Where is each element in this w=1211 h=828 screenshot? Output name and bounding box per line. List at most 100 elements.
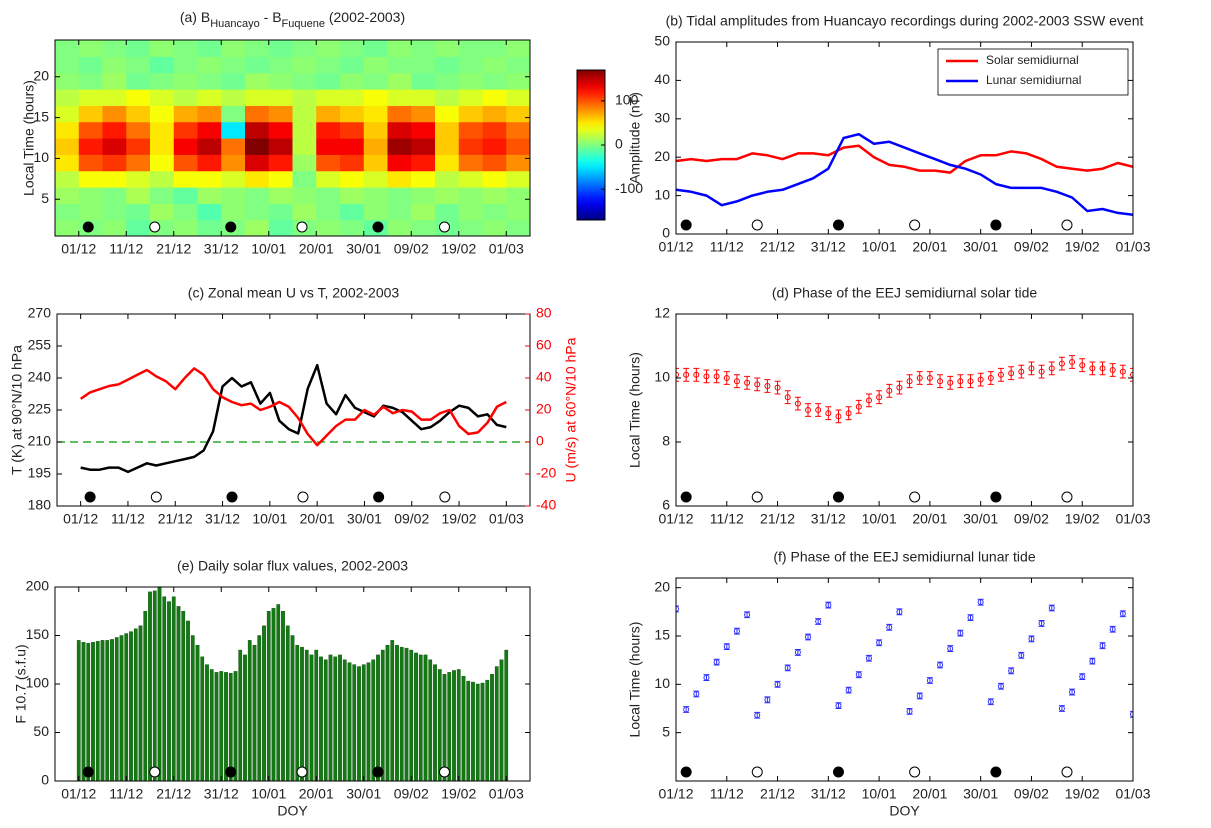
data-point bbox=[937, 378, 944, 385]
x-tick-label: 19/02 bbox=[441, 786, 476, 802]
x-tick-label: 09/02 bbox=[394, 786, 429, 802]
y-tick-label: 6 bbox=[662, 497, 670, 513]
heatmap-cell bbox=[387, 72, 412, 90]
heatmap-cell bbox=[126, 105, 151, 123]
heatmap-cell bbox=[245, 154, 270, 172]
legend-label: Solar semidiurnal bbox=[986, 53, 1079, 67]
plot-area bbox=[57, 363, 530, 503]
heatmap-cell bbox=[411, 121, 436, 139]
bar bbox=[110, 639, 114, 781]
chart-title: (d) Phase of the EEJ semidiurnal solar t… bbox=[772, 285, 1038, 301]
data-point bbox=[987, 375, 994, 381]
full-moon-marker bbox=[149, 221, 161, 233]
heatmap-cell bbox=[268, 203, 294, 221]
data-point bbox=[937, 662, 944, 668]
data-point bbox=[947, 379, 954, 386]
x-tick-label: 01/03 bbox=[1115, 511, 1150, 527]
data-point bbox=[774, 681, 781, 688]
x-tick-label: 11/12 bbox=[111, 511, 145, 527]
data-point bbox=[794, 400, 801, 407]
x-axis-label: DOY bbox=[889, 803, 920, 819]
bar bbox=[295, 645, 300, 781]
data-point bbox=[774, 384, 781, 391]
x-tick-label: 09/02 bbox=[1014, 786, 1049, 802]
heatmap-cell bbox=[316, 89, 341, 106]
heatmap-cell bbox=[221, 187, 246, 204]
data-point bbox=[1018, 652, 1025, 659]
heatmap-cell bbox=[316, 138, 341, 155]
new-moon-marker bbox=[82, 221, 94, 233]
heatmap-cell bbox=[482, 170, 507, 188]
heatmap-cell bbox=[150, 56, 175, 74]
bar bbox=[461, 676, 466, 781]
heatmap-cell bbox=[458, 72, 484, 90]
data-point bbox=[1099, 642, 1106, 649]
data-point bbox=[1079, 362, 1086, 369]
y-axis-label: Local Time (hours) bbox=[627, 352, 643, 468]
y-tick-label: 10 bbox=[654, 186, 670, 202]
heatmap-cell bbox=[102, 170, 127, 188]
heatmap-cell bbox=[221, 170, 246, 188]
plot-area bbox=[676, 355, 1133, 503]
plot-area bbox=[676, 598, 1133, 778]
heatmap-cell bbox=[292, 187, 317, 204]
heatmap-cell bbox=[197, 138, 222, 155]
bar bbox=[200, 656, 205, 781]
bar bbox=[266, 611, 271, 781]
heatmap-cell bbox=[55, 121, 80, 139]
heatmap-cell bbox=[458, 40, 484, 57]
x-tick-label: 10/01 bbox=[862, 786, 897, 802]
heatmap-cell bbox=[150, 40, 175, 57]
error-bar bbox=[1028, 361, 1035, 376]
data-point bbox=[987, 698, 994, 705]
heatmap-cell bbox=[458, 138, 484, 155]
x-tick-label: 19/02 bbox=[1065, 511, 1100, 527]
heatmap-cell bbox=[55, 187, 80, 204]
data-point bbox=[967, 614, 974, 621]
series-line bbox=[676, 144, 1133, 174]
heatmap-cell bbox=[78, 40, 104, 57]
heatmap-cell bbox=[173, 72, 199, 90]
bar bbox=[442, 674, 447, 781]
heatmap-cell bbox=[458, 170, 484, 188]
error-bar bbox=[1130, 367, 1133, 382]
data-point bbox=[947, 645, 954, 652]
bar bbox=[247, 640, 252, 781]
data-point bbox=[926, 677, 933, 684]
x-tick-label: 20/01 bbox=[912, 239, 947, 255]
y-tick-label: 210 bbox=[28, 433, 52, 449]
heatmap-cell bbox=[245, 89, 270, 106]
bar bbox=[119, 635, 124, 781]
heatmap-cell bbox=[387, 187, 412, 204]
heatmap-cell bbox=[150, 203, 175, 221]
heatmap-cell bbox=[268, 89, 294, 106]
heatmap-cell bbox=[292, 203, 317, 221]
error-bar bbox=[876, 390, 883, 405]
heatmap-cell bbox=[126, 154, 151, 172]
title-part: (a) B bbox=[180, 9, 210, 25]
error-bar bbox=[886, 383, 893, 398]
y-tick-label: 5 bbox=[662, 723, 670, 739]
colorbar-tick-label: 100 bbox=[615, 92, 639, 108]
error-bar bbox=[957, 374, 964, 389]
heatmap-cell bbox=[197, 187, 222, 204]
error-bar bbox=[987, 371, 994, 385]
heatmap-cell bbox=[221, 138, 246, 155]
heatmap-cell bbox=[316, 170, 341, 188]
data-point bbox=[1119, 368, 1126, 375]
data-point bbox=[713, 659, 720, 666]
heatmap-cell bbox=[363, 138, 389, 155]
x-tick-label: 21/12 bbox=[158, 511, 193, 527]
bar bbox=[243, 654, 247, 781]
bar bbox=[409, 649, 414, 781]
x-tick-label: 09/02 bbox=[1014, 511, 1049, 527]
heatmap-cell bbox=[363, 203, 389, 221]
heatmap-cell bbox=[387, 121, 412, 139]
heatmap-cell bbox=[150, 105, 175, 123]
heatmap-cell bbox=[197, 121, 222, 139]
heatmap-cell bbox=[316, 40, 341, 57]
data-point bbox=[733, 378, 740, 385]
data-point bbox=[896, 384, 903, 391]
error-bar bbox=[916, 371, 923, 385]
bar bbox=[190, 635, 195, 781]
